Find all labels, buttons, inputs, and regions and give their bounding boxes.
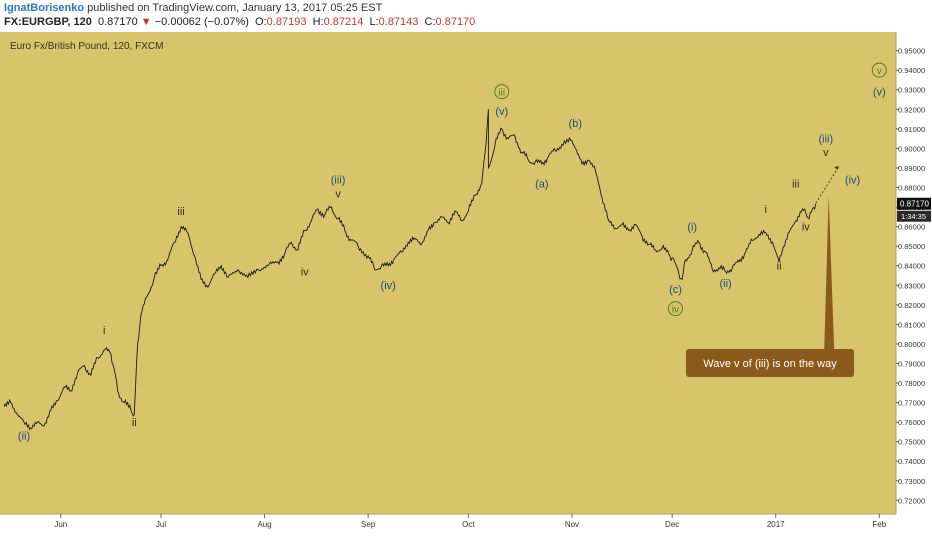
price-tags: 0.87170 1:34:35 <box>897 197 931 222</box>
time-axis-bg <box>0 514 932 550</box>
last-price: 0.87170 <box>97 16 138 28</box>
wave-label: (v) <box>873 87 886 99</box>
wave-label: v <box>335 188 341 200</box>
y-tick-label: 0.80000 <box>898 340 925 349</box>
wave-label: ii <box>777 261 782 273</box>
price-line <box>3 109 817 431</box>
change-value: −0.00062 (−0.07%) <box>154 16 249 28</box>
wave-label: (iii) <box>819 134 834 146</box>
wave-label: (c) <box>669 284 682 296</box>
y-tick-label: 0.81000 <box>898 320 925 329</box>
last-price-tag <box>897 197 931 210</box>
y-tick-label: 0.84000 <box>898 262 925 271</box>
last-price-tag-text: 0.87170 <box>900 200 929 209</box>
y-tick-label: 0.83000 <box>898 281 925 290</box>
x-tick-label: Jul <box>156 520 166 529</box>
wave-label: ii <box>132 417 137 429</box>
high-value: 0.87214 <box>323 16 364 28</box>
y-tick-label: 0.86000 <box>898 223 925 232</box>
y-tick-label: 0.85000 <box>898 242 925 251</box>
y-tick-label: 0.91000 <box>898 125 925 134</box>
forecast-arrowhead <box>834 165 840 170</box>
wave-label: (ii) <box>720 278 732 290</box>
wave-label: (iv) <box>381 280 396 292</box>
ohlc-line: FX:EURGBP, 120 0.87170 ▼ −0.00062 (−0.07… <box>4 16 475 28</box>
wave-label: (v) <box>495 106 508 118</box>
x-tick-label: Sep <box>361 520 376 529</box>
y-tick-label: 0.89000 <box>898 164 925 173</box>
y-tick-label: 0.94000 <box>898 66 925 75</box>
x-tick-label: Oct <box>462 520 475 529</box>
author-link[interactable]: IgnatBorisenko <box>4 2 85 14</box>
low-value: 0.87143 <box>378 16 419 28</box>
wave-circle <box>494 84 510 100</box>
y-tick-label: 0.77000 <box>898 399 925 408</box>
price-chart[interactable]: Euro Fx/British Pound, 120, FXCM 0.95000… <box>0 32 932 550</box>
wave-label: iii <box>177 206 184 218</box>
y-tick-label: 0.92000 <box>898 105 925 114</box>
forecast-path <box>815 165 840 204</box>
published-text: published on TradingView.com, January 13… <box>87 2 383 14</box>
open-value: 0.87193 <box>266 16 307 28</box>
time-axis[interactable]: Jun Jul Aug Sep Oct Nov Dec 2017 Feb <box>0 513 932 550</box>
y-tick-label: 0.76000 <box>898 418 925 427</box>
wave-label: i <box>764 204 766 216</box>
y-tick-label: 0.75000 <box>898 438 925 447</box>
wave-label: (a) <box>535 178 548 190</box>
x-tick-label: Jun <box>54 520 67 529</box>
callout-box <box>686 349 854 377</box>
x-tick-label: Dec <box>665 520 679 529</box>
low-label: L: <box>369 16 379 28</box>
symbol-label: FX:EURGBP, 120 <box>4 16 92 28</box>
countdown-tag <box>897 210 931 222</box>
wave-label: v <box>823 147 829 159</box>
x-tick-label: Aug <box>257 520 271 529</box>
y-tick-label: 0.73000 <box>898 477 925 486</box>
wave-label: iv <box>301 266 309 278</box>
wave-circle <box>871 62 887 78</box>
wave-label: (iii) <box>331 175 346 187</box>
circled-wave-label: iii <box>498 88 505 99</box>
wave-label: i <box>103 325 105 337</box>
price-axis-bg <box>896 32 932 550</box>
y-tick-label: 0.93000 <box>898 86 925 95</box>
y-tick-label: 0.82000 <box>898 301 925 310</box>
price-axis[interactable]: 0.95000 0.94000 0.93000 0.92000 0.91000 0.900… <box>895 32 932 550</box>
annotation-group: Wave v of (iii) is on the way <box>686 195 854 377</box>
close-value: 0.87170 <box>435 16 476 28</box>
x-tick-label: Nov <box>565 520 579 529</box>
change-arrow-icon: ▼ <box>140 16 152 28</box>
wave-circle <box>668 301 684 317</box>
open-label: O: <box>255 16 267 28</box>
y-tick-label: 0.79000 <box>898 359 925 368</box>
wave-label: (iv) <box>845 175 860 187</box>
close-label: C: <box>424 16 436 28</box>
series-group <box>3 109 840 431</box>
callout-pointer <box>824 195 835 351</box>
publication-line: IgnatBorisenko published on TradingView.… <box>4 2 382 14</box>
wave-label: iv <box>802 222 810 234</box>
x-tick-label: Feb <box>872 520 886 529</box>
high-label: H: <box>312 16 324 28</box>
y-tick-label: 0.78000 <box>898 379 925 388</box>
plot-background <box>0 32 896 514</box>
y-tick-label: 0.88000 <box>898 183 925 192</box>
wave-label: (b) <box>569 118 582 130</box>
y-tick-label: 0.72000 <box>898 496 925 505</box>
chart-container[interactable]: Euro Fx/British Pound, 120, FXCM 0.95000… <box>0 32 932 550</box>
wave-label: iii <box>792 178 799 190</box>
y-tick-label: 0.74000 <box>898 457 925 466</box>
y-tick-label: 0.90000 <box>898 144 925 153</box>
wave-label: (i) <box>687 222 697 234</box>
y-tick-label: 0.95000 <box>898 47 925 56</box>
countdown-tag-text: 1:34:35 <box>901 212 926 221</box>
circled-wave-label: v <box>877 66 882 77</box>
x-tick-label: 2017 <box>767 520 785 529</box>
circled-wave-label: iv <box>672 305 679 316</box>
wave-label: (ii) <box>18 431 30 443</box>
callout-text: Wave v of (iii) is on the way <box>703 358 837 370</box>
chart-title: Euro Fx/British Pound, 120, FXCM <box>10 41 163 52</box>
